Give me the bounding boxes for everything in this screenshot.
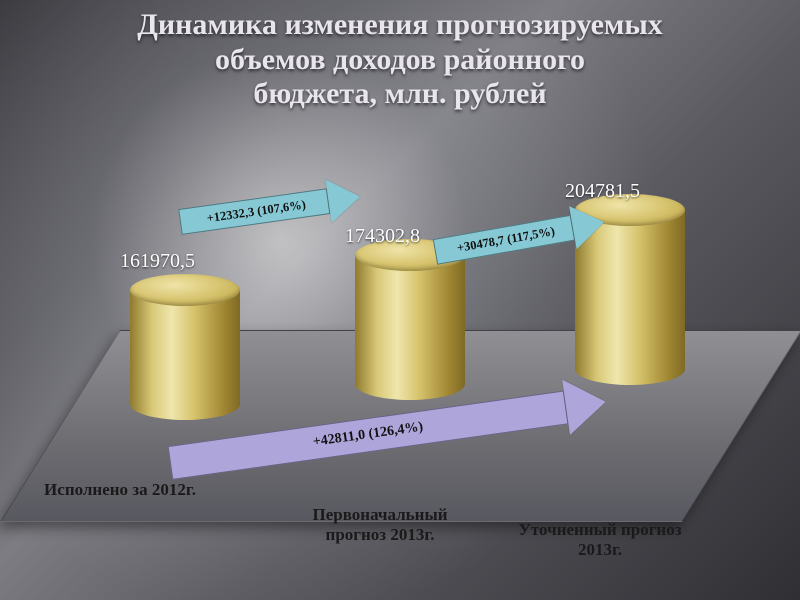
arrow-head-icon xyxy=(562,374,609,435)
arrow-label: +12332,3 (107,6%) xyxy=(177,179,336,244)
category-line: прогноз 2013г. xyxy=(326,525,435,544)
arrow-label: +30478,7 (117,5%) xyxy=(431,205,580,273)
category-line: Уточненный прогноз xyxy=(518,520,681,539)
category-line: 2013г. xyxy=(578,540,622,559)
title-line-1: Динамика изменения прогнозируемых xyxy=(0,8,800,43)
bar-body xyxy=(130,290,240,420)
bar-value-label: 204781,5 xyxy=(565,180,640,203)
bar-value-label: 174302,8 xyxy=(345,225,420,248)
slide-stage: Динамика изменения прогнозируемых объемо… xyxy=(0,0,800,600)
category-line: Первоначальный xyxy=(312,505,447,524)
bar-value-label: 161970,5 xyxy=(120,250,195,273)
bar-category-label: Первоначальныйпрогноз 2013г. xyxy=(280,505,480,544)
title-line-2: объемов доходов районного xyxy=(0,43,800,78)
bar-top xyxy=(130,274,240,306)
bar-cylinder xyxy=(130,290,240,420)
bar-body xyxy=(355,255,465,400)
slide-title: Динамика изменения прогнозируемых объемо… xyxy=(0,8,800,112)
bar-category-label: Уточненный прогноз2013г. xyxy=(500,520,700,559)
change-arrow: +12332,3 (107,6%) xyxy=(177,175,363,244)
bar-cylinder xyxy=(355,255,465,400)
title-line-3: бюджета, млн. рублей xyxy=(0,77,800,112)
